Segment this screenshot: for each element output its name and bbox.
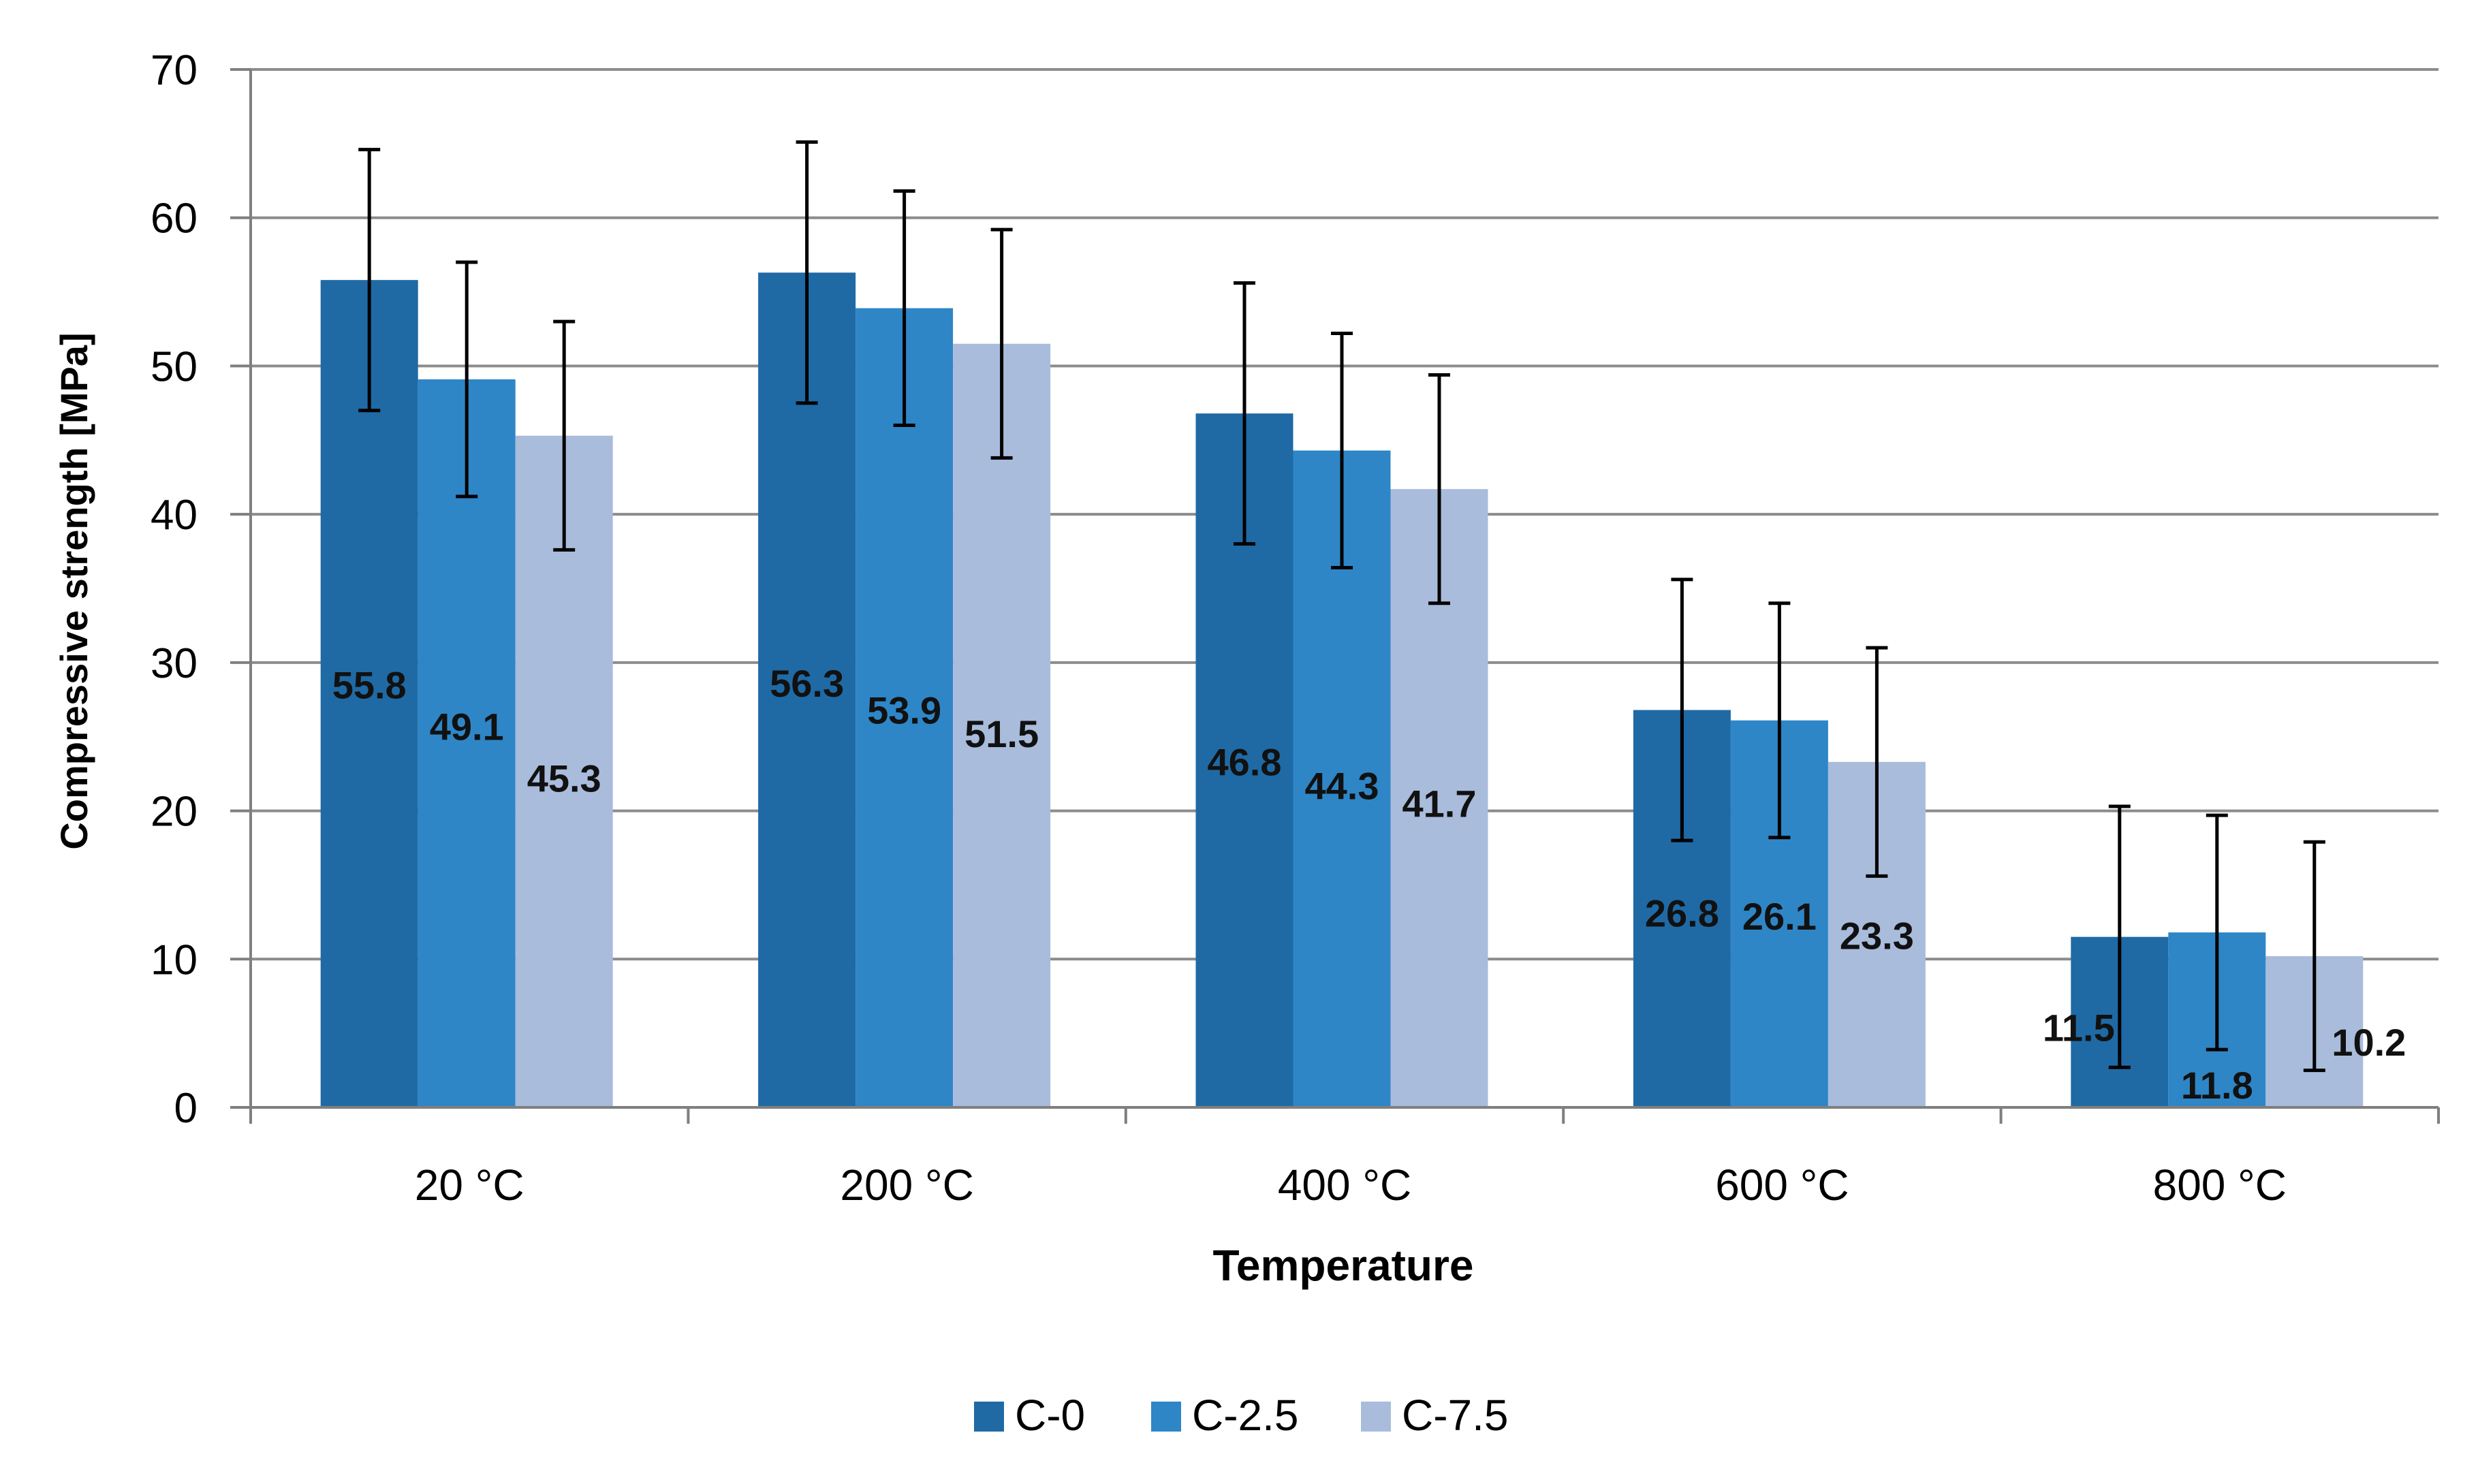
legend[interactable]: C-0 C-2.5 C-7.5 — [974, 1391, 1509, 1440]
y-tick-label: 60 — [151, 195, 198, 242]
x-tick-label: 200 °C — [840, 1161, 973, 1210]
bar-c-0 — [320, 280, 418, 1107]
y-tick-label: 50 — [151, 343, 198, 390]
y-tick-label: 0 — [174, 1085, 198, 1132]
data-labels: 55.8 49.1 45.3 56.3 53.9 51.5 46.8 44.3 41.7 26.8… — [332, 662, 2406, 1107]
data-label: 44.3 — [1305, 764, 1379, 807]
data-label: 11.5 — [2043, 1006, 2115, 1049]
x-tick-label: 600 °C — [1715, 1161, 1849, 1210]
x-tick-label: 800 °C — [2153, 1161, 2287, 1210]
y-tick-label: 70 — [151, 47, 198, 94]
y-axis-title: Compressive strength [MPa] — [52, 332, 95, 849]
x-axis-title: Temperature — [1213, 1241, 1474, 1290]
data-label: 45.3 — [527, 757, 601, 800]
bars — [320, 272, 2364, 1108]
data-label: 51.5 — [964, 712, 1039, 755]
legend-item-c-0[interactable]: C-0 — [974, 1391, 1085, 1440]
data-label: 11.8 — [2181, 1064, 2253, 1107]
data-label: 10.2 — [2332, 1021, 2406, 1064]
legend-swatch — [1361, 1402, 1391, 1432]
axes: 0 10 20 30 40 50 60 70 20 °C 200 °C 400 °C 600 °C 80… — [151, 47, 2440, 1210]
legend-item-c-7-5[interactable]: C-7.5 — [1361, 1391, 1509, 1440]
y-tick-label: 40 — [151, 492, 198, 539]
data-label: 55.8 — [332, 663, 407, 706]
legend-label: C-7.5 — [1402, 1391, 1509, 1440]
error-bars — [358, 140, 2325, 1073]
legend-swatch — [1151, 1402, 1181, 1432]
y-tick-label: 10 — [151, 936, 198, 983]
x-tick-label: 400 °C — [1278, 1161, 1411, 1210]
data-label: 46.8 — [1208, 741, 1282, 784]
legend-label: C-2.5 — [1192, 1391, 1299, 1440]
x-tick-label: 20 °C — [415, 1161, 524, 1210]
bar-c-2-5 — [418, 379, 516, 1107]
legend-swatch — [974, 1402, 1004, 1432]
data-label: 26.8 — [1645, 892, 1719, 935]
data-label: 53.9 — [867, 689, 941, 731]
bar-c-0 — [758, 272, 856, 1108]
data-label: 49.1 — [430, 705, 504, 748]
bar-c-2-5 — [856, 308, 954, 1107]
y-tick-label: 30 — [151, 640, 198, 687]
legend-label: C-0 — [1015, 1391, 1085, 1440]
data-label: 56.3 — [770, 662, 844, 705]
data-label: 41.7 — [1402, 783, 1477, 825]
bar-c-7-5 — [953, 343, 1051, 1107]
data-label: 26.1 — [1742, 895, 1817, 938]
y-tick-label: 20 — [151, 789, 198, 836]
data-label: 23.3 — [1840, 914, 1914, 957]
legend-item-c-2-5[interactable]: C-2.5 — [1151, 1391, 1299, 1440]
